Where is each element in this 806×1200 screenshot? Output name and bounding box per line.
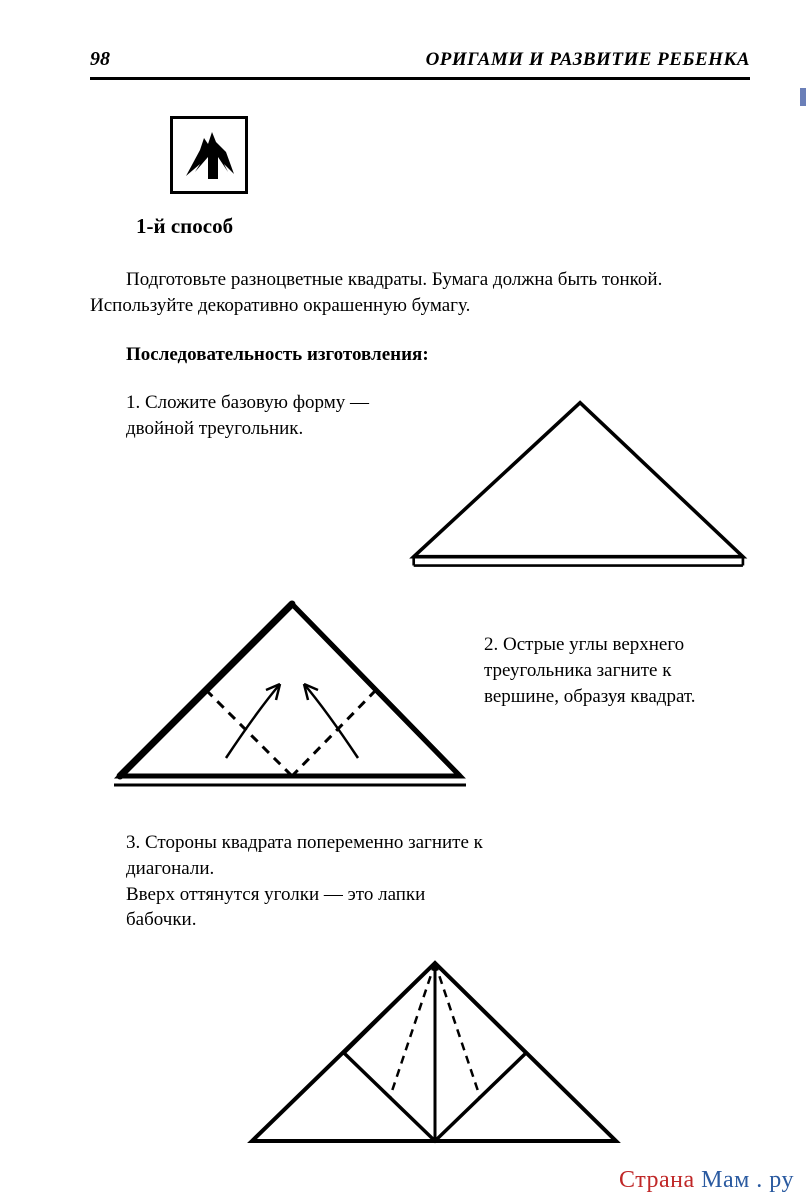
step-3-text: 3. Стороны квадрата попеременно загните … [126,830,486,933]
intro-paragraph: Подготовьте разноцветные квадраты. Бумаг… [90,267,750,318]
watermark-part1: Страна [619,1167,695,1193]
step-2-text: 2. Острые углы верхнего треугольника заг… [484,632,750,709]
step-1-text: 1. Сложите базовую форму — двойной треуг… [126,390,426,441]
page-number: 98 [90,48,110,71]
page-edge-marker [800,88,806,106]
page-header: 98 ОРИГАМИ И РАЗВИТИЕ РЕБЕНКА [90,48,750,80]
step-3: 3. Стороны квадрата попеременно загните … [90,830,750,1159]
step-2: 2. Острые углы верхнего треугольника заг… [90,590,750,800]
step-1-diagram [396,380,750,590]
page-content: 98 ОРИГАМИ И РАЗВИТИЕ РЕБЕНКА 1-й способ… [0,0,806,1159]
step-2-diagram [108,590,478,800]
crane-icon [178,124,240,186]
step-1: 1. Сложите базовую форму — двойной треуг… [90,390,750,590]
watermark-part2: Мам . ру [701,1167,794,1193]
book-title: ОРИГАМИ И РАЗВИТИЕ РЕБЕНКА [426,49,750,71]
sequence-title: Последовательность изготовления: [126,344,750,366]
method-title: 1-й способ [136,214,750,239]
crane-icon-box [170,116,248,194]
watermark: Страна Мам . ру [619,1167,794,1194]
step-3-diagram [240,949,630,1154]
